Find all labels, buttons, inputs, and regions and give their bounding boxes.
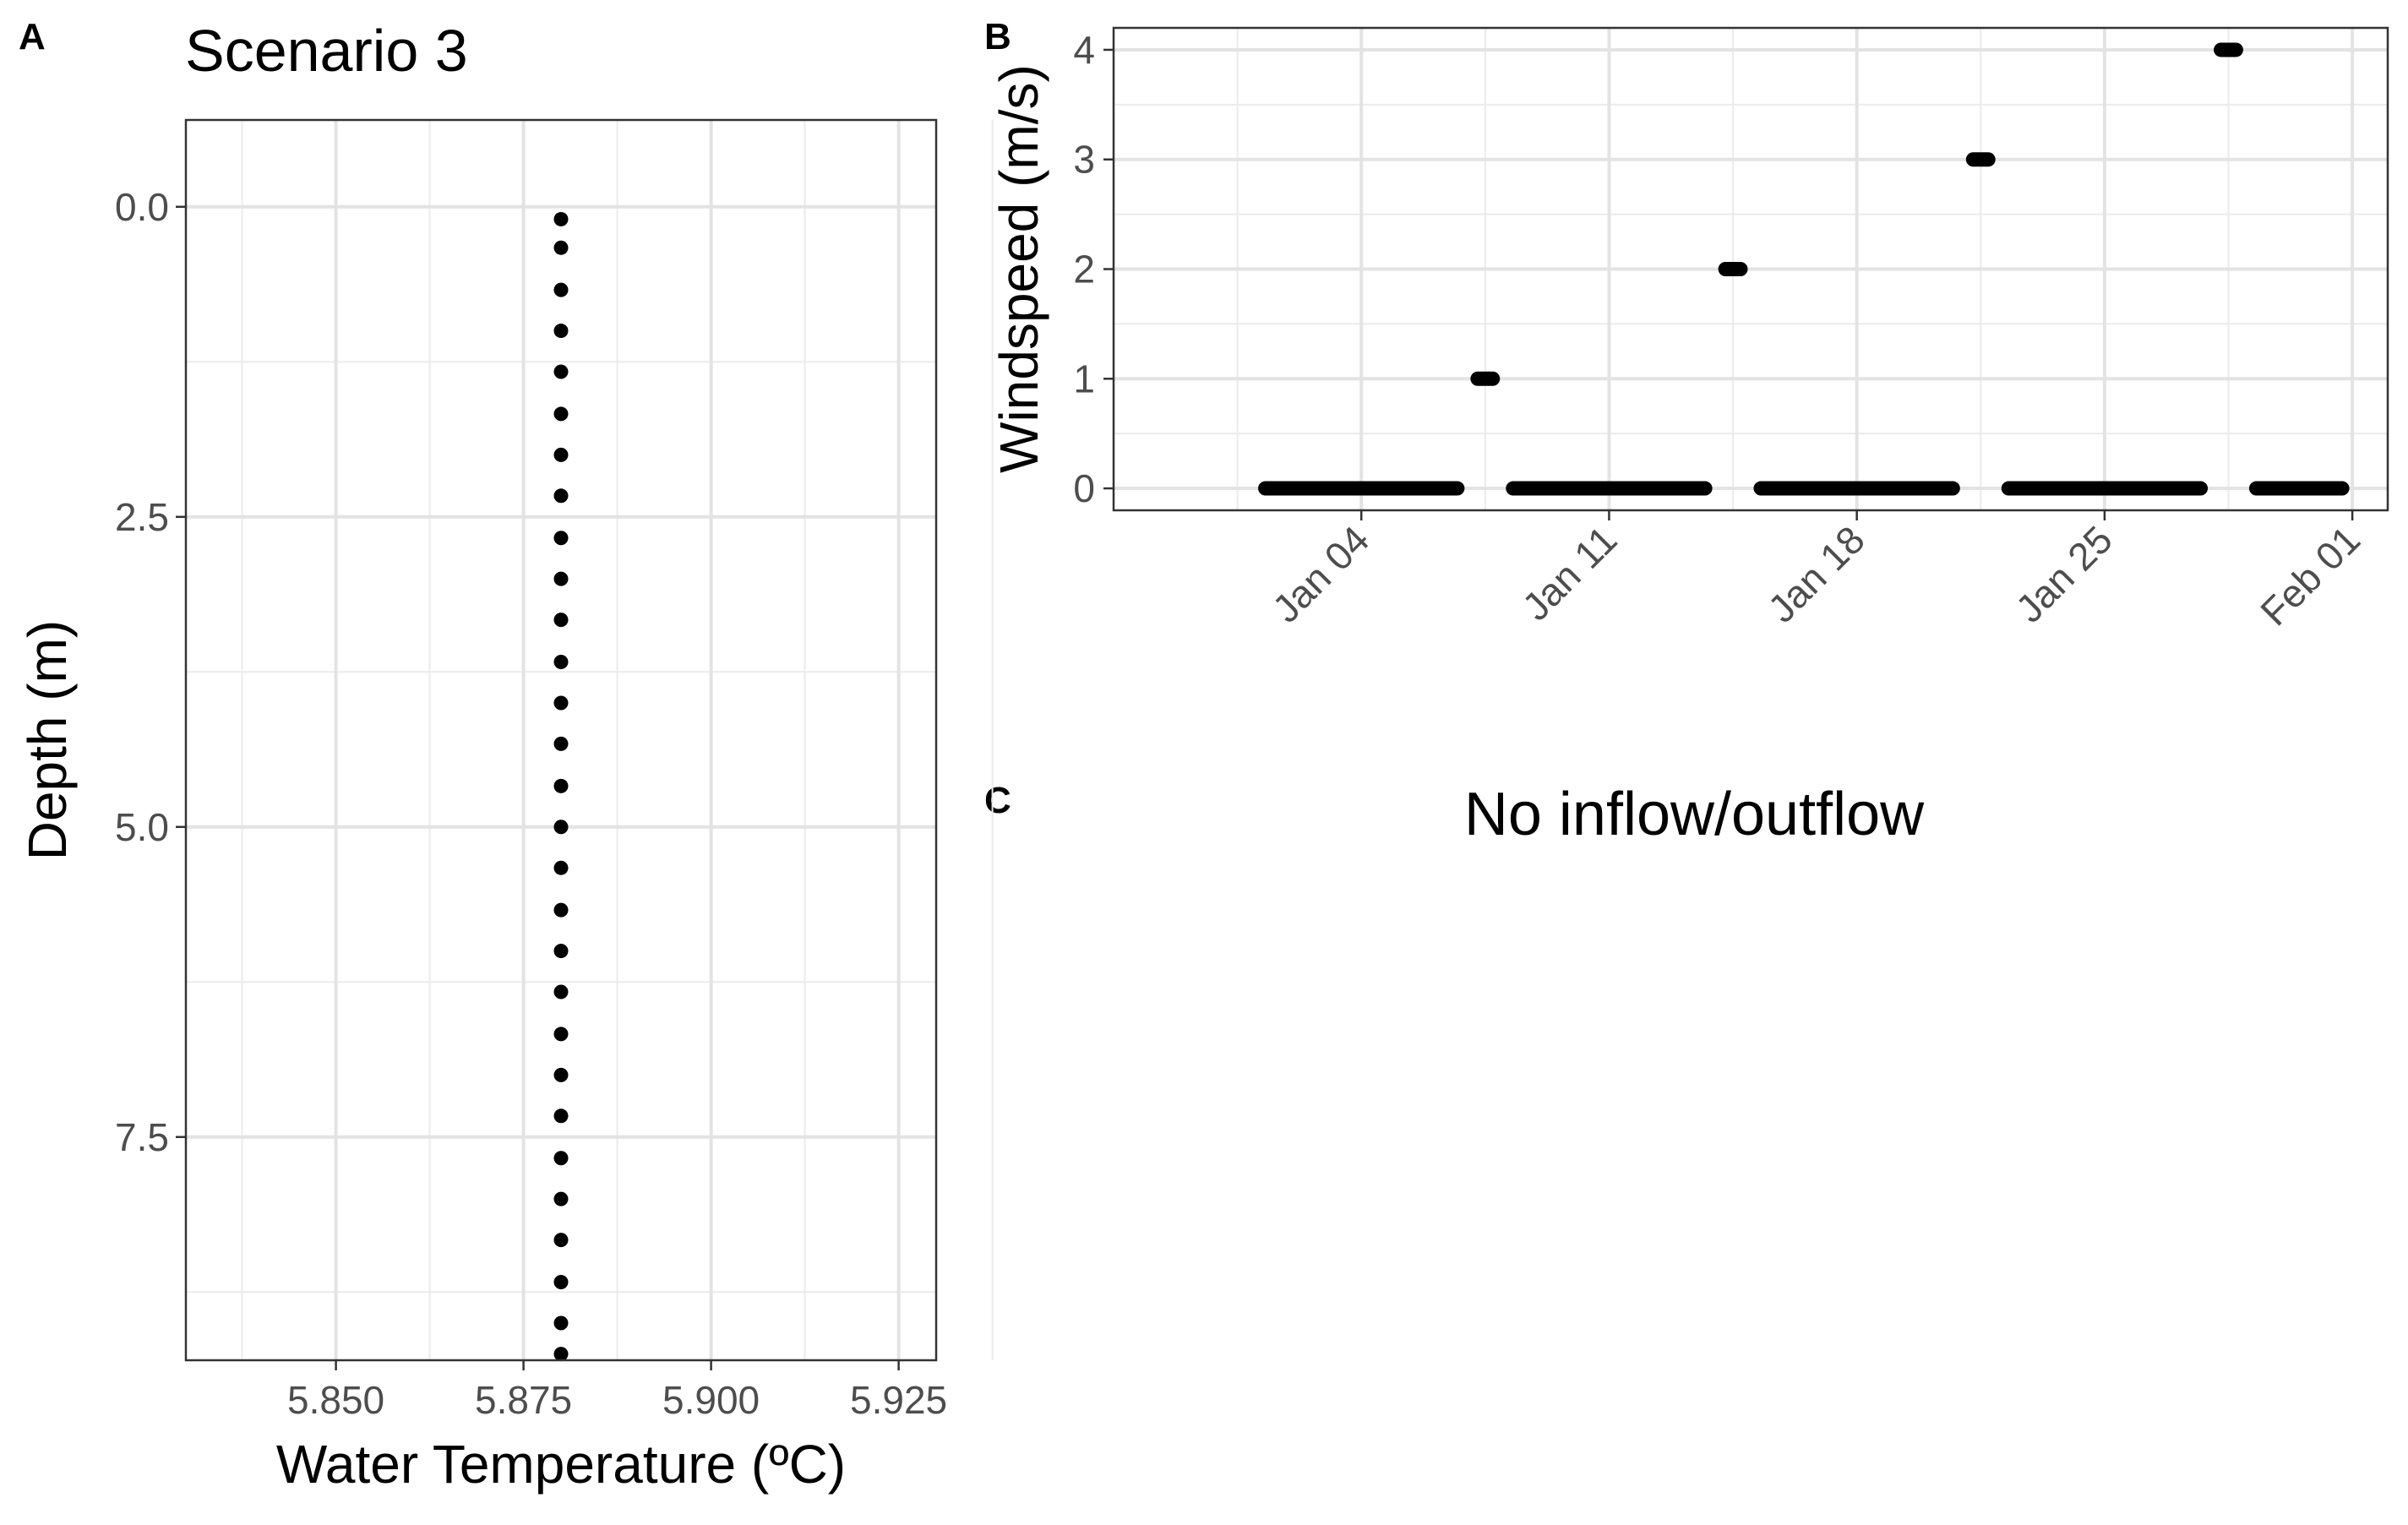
panel-a-data-point	[553, 488, 569, 504]
panel-a-data-point	[553, 778, 569, 793]
panel-a-data-point	[553, 364, 569, 379]
panel-letter-b: B	[984, 16, 1011, 57]
panel-a-y-tick-label: 0.0	[115, 185, 169, 229]
panel-b-y-tick-label: 4	[1073, 28, 1095, 72]
panel-a-x-tick-label: 5.850	[287, 1378, 384, 1422]
panel-b-x-axis: Jan 04 Jan 11 Jan 18 Jan 25 Feb 01	[1264, 510, 2368, 634]
panel-a-data-points	[553, 211, 569, 1362]
panel-b-data-segments	[1258, 42, 2350, 496]
panel-a-data-point	[553, 984, 569, 999]
panel-a-data-point	[553, 1108, 569, 1124]
panel-a-x-axis: 5.850 5.875 5.900 5.925	[287, 1360, 947, 1422]
panel-a-y-tick-label: 7.5	[115, 1115, 169, 1159]
panel-a-data-point	[553, 1315, 569, 1331]
panel-b-y-tick-label: 3	[1073, 138, 1095, 182]
panel-a-data-point	[553, 944, 569, 959]
panel-a-data-point	[553, 613, 569, 628]
panel-a-y-tick-label: 5.0	[115, 805, 169, 849]
panel-a-data-point	[553, 571, 569, 586]
panel-a-data-point	[553, 1233, 569, 1248]
panel-a-gridlines	[186, 120, 994, 1360]
panel-c-note: No inflow/outflow	[1464, 781, 1925, 848]
panel-a-data-point	[553, 736, 569, 751]
panel-b-x-tick-label: Feb 01	[2252, 517, 2368, 634]
panel-a-y-tick-label: 2.5	[115, 495, 169, 539]
panel-a-data-point	[553, 447, 569, 462]
panel-b-y-tick-label: 1	[1073, 357, 1095, 400]
panel-b-gridlines	[1114, 28, 2388, 510]
panel-a-y-axis: 0.0 2.5 5.0 7.5	[115, 185, 186, 1159]
panel-a-data-point	[553, 655, 569, 670]
panel-b-y-axis: 0 1 2 3 4	[1073, 28, 1114, 510]
panel-b-x-tick-label: Jan 25	[2008, 517, 2121, 630]
panel-a-data-point	[553, 902, 569, 918]
panel-a-data-point	[553, 406, 569, 422]
panel-b-x-tick-label: Jan 04	[1264, 517, 1377, 630]
panel-letter-c: C	[984, 780, 1011, 821]
panel-a-x-tick-label: 5.900	[662, 1378, 760, 1422]
panel-a-x-axis-title: Water Temperature (ºC)	[276, 1434, 846, 1495]
panel-b-y-tick-label: 0	[1073, 466, 1095, 510]
panel-a-x-tick-label: 5.925	[850, 1378, 947, 1422]
panel-a-data-point	[553, 1191, 569, 1206]
panel-a-data-point	[553, 324, 569, 339]
panel-a-y-axis-title: Depth (m)	[17, 620, 78, 861]
panel-a-data-point	[553, 860, 569, 875]
panel-b-y-axis-title: Windspeed (m/s)	[989, 64, 1049, 473]
panel-a-title: Scenario 3	[185, 18, 468, 84]
panel-a-data-point	[553, 1067, 569, 1082]
panel-a-data-point	[553, 1027, 569, 1042]
panel-a-x-tick-label: 5.875	[475, 1378, 572, 1422]
panel-b-x-tick-label: Jan 18	[1759, 517, 1872, 630]
panel-b-x-tick-label: Jan 11	[1513, 517, 1625, 629]
panel-a-temperature-profile: Scenario 3 5.850 5.875 5.900 5.925 0.0 2.5 5.…	[17, 18, 994, 1495]
panel-a-data-point	[553, 820, 569, 835]
panel-a-data-point	[553, 531, 569, 546]
panel-b-y-tick-label: 2	[1073, 248, 1095, 291]
panel-a-plot-border	[184, 118, 938, 1362]
panel-a-data-point	[553, 282, 569, 297]
panel-a-data-point	[553, 211, 569, 226]
panel-a-data-point	[553, 1347, 569, 1362]
panel-a-data-point	[553, 695, 569, 711]
panel-a-data-point	[553, 240, 569, 255]
panel-a-data-point	[553, 1151, 569, 1166]
panel-a-data-point	[553, 1275, 569, 1290]
panel-b-windspeed: Jan 04 Jan 11 Jan 18 Jan 25 Feb 01 0 1 2 3 4 Win…	[989, 26, 2389, 634]
panel-letter-a: A	[19, 16, 46, 57]
